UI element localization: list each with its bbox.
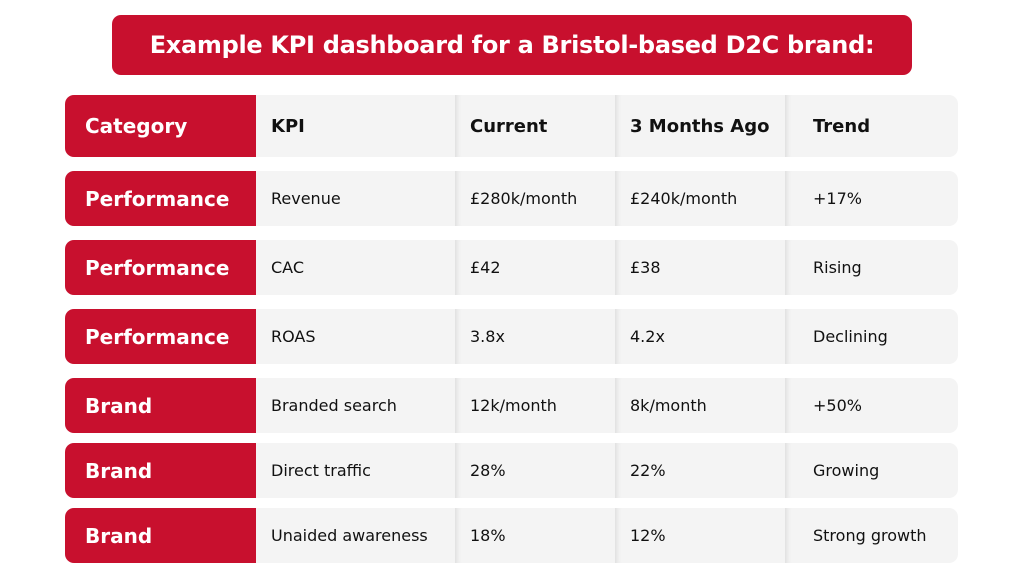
cell-current: 28%: [455, 443, 615, 498]
cell-category: Brand: [65, 378, 256, 433]
cell-trend: Growing: [785, 443, 958, 498]
cell-three-months-ago: 8k/month: [615, 378, 785, 433]
cell-kpi: Revenue: [256, 171, 455, 226]
cell-current: £280k/month: [455, 171, 615, 226]
cell-current: 12k/month: [455, 378, 615, 433]
cell-category: Performance: [65, 171, 256, 226]
cell-trend: Strong growth: [785, 508, 958, 563]
cell-three-months-ago: 12%: [615, 508, 785, 563]
cell-trend: Rising: [785, 240, 958, 295]
cell-kpi: CAC: [256, 240, 455, 295]
table-row: Performance CAC £42 £38 Rising: [65, 240, 958, 295]
cell-kpi: ROAS: [256, 309, 455, 364]
header-category: Category: [65, 95, 256, 157]
table-row: Performance Revenue £280k/month £240k/month…: [65, 171, 958, 226]
cell-trend: +17%: [785, 171, 958, 226]
header-row: Category KPI Current 3 Months Ago Trend: [65, 95, 958, 157]
cell-current: £42: [455, 240, 615, 295]
cell-category: Brand: [65, 443, 256, 498]
dashboard-title: Example KPI dashboard for a Bristol-base…: [112, 15, 912, 75]
table-row: Brand Branded search 12k/month 8k/month +50%: [65, 378, 958, 433]
header-current: Current: [455, 95, 615, 157]
cell-category: Performance: [65, 240, 256, 295]
cell-kpi: Branded search: [256, 378, 455, 433]
cell-three-months-ago: 22%: [615, 443, 785, 498]
cell-category: Performance: [65, 309, 256, 364]
cell-current: 3.8x: [455, 309, 615, 364]
table-row: Brand Direct traffic 28% 22% Growing: [65, 443, 958, 498]
table-row: Brand Unaided awareness 18% 12% Strong growt…: [65, 508, 958, 563]
header-three-months-ago: 3 Months Ago: [615, 95, 785, 157]
cell-kpi: Unaided awareness: [256, 508, 455, 563]
cell-trend: Declining: [785, 309, 958, 364]
cell-three-months-ago: 4.2x: [615, 309, 785, 364]
cell-three-months-ago: £38: [615, 240, 785, 295]
table-row: Performance ROAS 3.8x 4.2x Declining: [65, 309, 958, 364]
header-trend: Trend: [785, 95, 958, 157]
cell-three-months-ago: £240k/month: [615, 171, 785, 226]
header-kpi: KPI: [256, 95, 455, 157]
cell-current: 18%: [455, 508, 615, 563]
cell-trend: +50%: [785, 378, 958, 433]
cell-kpi: Direct traffic: [256, 443, 455, 498]
cell-category: Brand: [65, 508, 256, 563]
